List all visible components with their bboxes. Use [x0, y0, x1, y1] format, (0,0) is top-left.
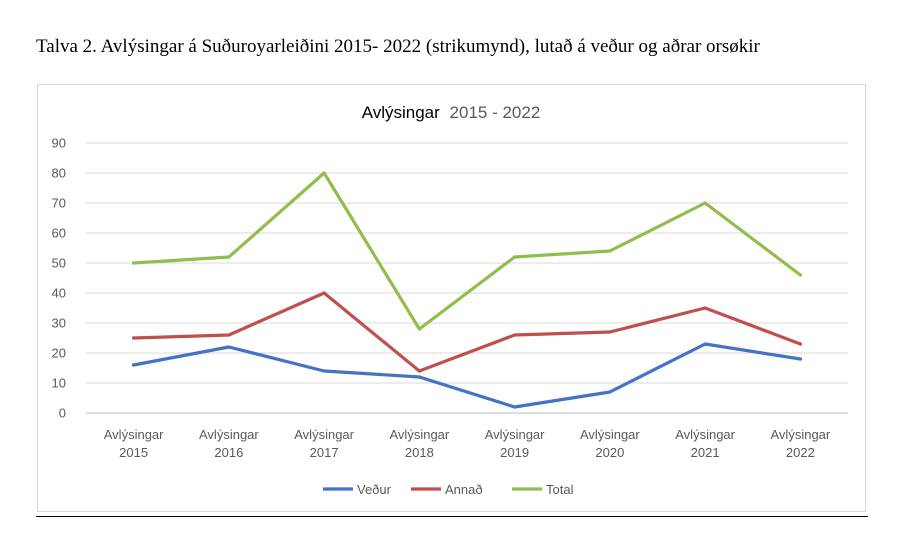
- data-point: [703, 306, 707, 310]
- y-tick-label: 60: [52, 226, 66, 241]
- data-point: [798, 342, 802, 346]
- series-line-total: [132, 171, 802, 331]
- legend-label: Annað: [445, 482, 483, 497]
- x-tick-label-line: 2018: [405, 445, 434, 460]
- data-point: [227, 345, 231, 349]
- x-tick-label-line: Avlýsingar: [580, 427, 640, 442]
- data-point: [608, 249, 612, 253]
- series-line-annað: [132, 291, 802, 373]
- data-point: [513, 333, 517, 337]
- data-point: [132, 261, 136, 265]
- x-tick-label: Avlýsingar 2021: [675, 427, 735, 460]
- x-tick-label-line: 2016: [214, 445, 243, 460]
- data-point: [798, 273, 802, 277]
- x-tick-label: Avlýsingar 2022: [771, 427, 831, 460]
- data-point: [132, 336, 136, 340]
- data-point: [227, 255, 231, 259]
- data-point: [417, 369, 421, 373]
- x-tick-label-line: 2015: [119, 445, 148, 460]
- bottom-rule: [36, 516, 868, 517]
- y-tick-label: 90: [52, 136, 66, 151]
- data-point: [798, 357, 802, 361]
- chart-title-main: Avlýsingar: [362, 103, 440, 122]
- data-point: [513, 255, 517, 259]
- chart-frame: [37, 84, 866, 512]
- data-point: [322, 369, 326, 373]
- data-point: [703, 342, 707, 346]
- x-tick-label-line: Avlýsingar: [294, 427, 354, 442]
- y-tick-label: 0: [59, 406, 66, 421]
- x-tick-label: Avlýsingar 2017: [294, 427, 354, 460]
- legend-label: Veður: [357, 482, 392, 497]
- x-tick-label-line: Avlýsingar: [485, 427, 545, 442]
- series-line-veður: [132, 342, 802, 409]
- y-tick-label: 40: [52, 286, 66, 301]
- x-tick-label-line: Avlýsingar: [199, 427, 259, 442]
- x-tick-label-line: Avlýsingar: [771, 427, 831, 442]
- x-tick-label-line: Avlýsingar: [390, 427, 450, 442]
- x-tick-label-line: 2019: [500, 445, 529, 460]
- y-tick-label: 80: [52, 166, 66, 181]
- data-point: [322, 171, 326, 175]
- legend-label: Total: [546, 482, 574, 497]
- y-tick-label: 20: [52, 346, 66, 361]
- y-tick-label: 10: [52, 376, 66, 391]
- x-tick-label-line: 2021: [691, 445, 720, 460]
- data-point: [608, 330, 612, 334]
- y-tick-label: 30: [52, 316, 66, 331]
- data-point: [703, 201, 707, 205]
- x-tick-label: Avlýsingar 2020: [580, 427, 640, 460]
- x-tick-label: Avlýsingar 2018: [390, 427, 450, 460]
- data-point: [227, 333, 231, 337]
- data-point: [417, 375, 421, 379]
- x-tick-label-line: 2020: [595, 445, 624, 460]
- chart-title: Avlýsingar 2015 - 2022: [362, 103, 541, 122]
- y-tick-label: 70: [52, 196, 66, 211]
- data-point: [322, 291, 326, 295]
- x-tick-label: Avlýsingar 2019: [485, 427, 545, 460]
- data-point: [513, 405, 517, 409]
- chart-title-range: 2015 - 2022: [450, 103, 541, 122]
- data-point: [417, 327, 421, 331]
- data-point: [608, 390, 612, 394]
- data-point: [132, 363, 136, 367]
- x-tick-label-line: Avlýsingar: [104, 427, 164, 442]
- x-tick-label-line: 2022: [786, 445, 815, 460]
- x-tick-label: Avlýsingar 2015: [104, 427, 164, 460]
- x-tick-label-line: Avlýsingar: [675, 427, 735, 442]
- x-tick-label: Avlýsingar 2016: [199, 427, 259, 460]
- x-tick-label-line: 2017: [310, 445, 339, 460]
- figure-caption: Talva 2. Avlýsingar á Suðuroyarleiðini 2…: [36, 36, 760, 57]
- y-tick-label: 50: [52, 256, 66, 271]
